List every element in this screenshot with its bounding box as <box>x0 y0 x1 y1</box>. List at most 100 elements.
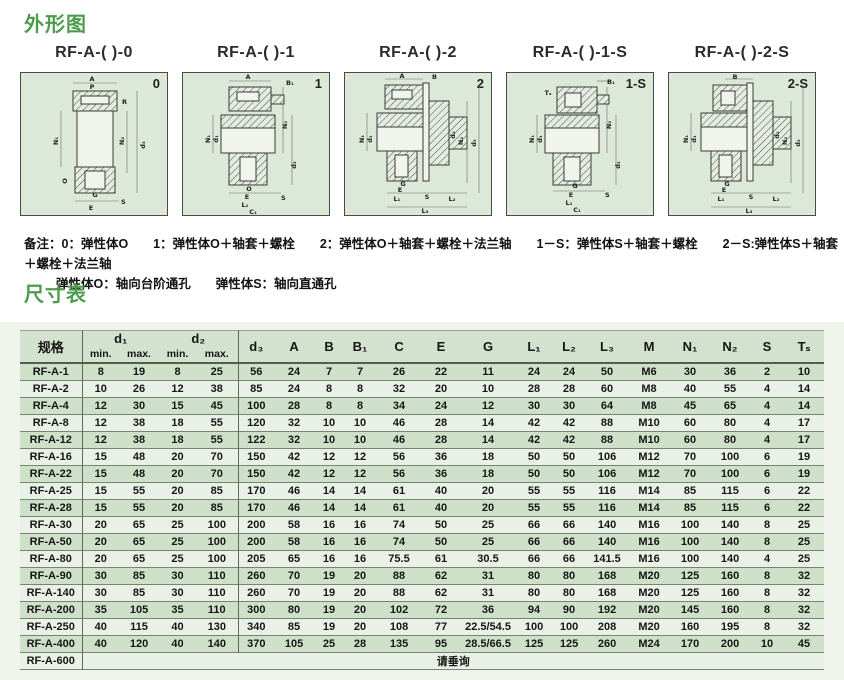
inquire-cell: 请垂询 <box>436 656 470 668</box>
table-cell: 16 <box>353 519 367 531</box>
table-cell: 25 <box>481 536 495 548</box>
table-cell: 10 <box>353 434 367 446</box>
svg-text:N₂: N₂ <box>605 121 613 129</box>
table-cell: 15 <box>171 400 184 412</box>
table-cell: 45 <box>797 638 811 650</box>
table-cell: M6 <box>641 366 657 378</box>
diagram-corner-label: 1 <box>314 76 322 91</box>
svg-text:d₁: d₁ <box>212 135 220 143</box>
table-cell: 55 <box>562 485 576 497</box>
table-cell: 100 <box>237 397 275 415</box>
table-cell: M20 <box>638 587 660 599</box>
table-cell: 141.5 <box>593 553 621 565</box>
table-cell: 25 <box>322 638 336 650</box>
table-cell: 140 <box>597 519 617 531</box>
table-cell: 60 <box>683 417 697 429</box>
table-cell: 16 <box>322 536 336 548</box>
table-cell: 100 <box>207 553 226 565</box>
svg-text:L₂: L₂ <box>773 195 780 203</box>
table-cell: 20 <box>353 570 367 582</box>
table-cell: 100 <box>680 536 700 548</box>
table-cell: 170 <box>680 638 700 650</box>
table-cell: 50 <box>562 468 576 480</box>
table-cell: 4 <box>763 400 771 412</box>
svg-text:G: G <box>572 182 577 190</box>
table-row: RF-A-80 20 65 25 100 205 65 16 16 75.5 61 30.5 66 66 1… <box>20 550 825 568</box>
table-cell: 20 <box>94 536 107 548</box>
svg-text:E: E <box>569 191 573 199</box>
table-cell: 30 <box>132 400 146 412</box>
table-cell: 22 <box>434 366 448 378</box>
table-cell: 12 <box>322 468 336 480</box>
table-cell: 66 <box>527 519 541 531</box>
diagram-drawing-box: 1 A B₁ N₁ d₁ <box>182 72 330 216</box>
header-col: B₁ <box>352 339 368 354</box>
table-cell: 8 <box>325 400 333 412</box>
svg-text:L₃: L₃ <box>746 207 753 215</box>
table-cell: 32 <box>392 383 406 395</box>
table-cell: 2 <box>763 366 771 378</box>
dimension-table-title: 尺寸表 <box>24 284 87 306</box>
table-cell: 160 <box>720 570 740 582</box>
table-cell: 20 <box>353 621 367 633</box>
table-cell: 8 <box>97 366 104 378</box>
table-cell: M12 <box>638 451 660 463</box>
table-cell: 28 <box>287 400 301 412</box>
table-cell: 205 <box>237 550 275 568</box>
table-cell: 108 <box>389 621 409 633</box>
table-cell: 38 <box>210 383 223 395</box>
table-cell: 75.5 <box>388 553 410 565</box>
table-cell: 24 <box>562 366 576 378</box>
table-cell: 116 <box>598 485 616 497</box>
table-cell: 8 <box>325 383 333 395</box>
svg-text:B₁: B₁ <box>286 79 294 87</box>
coupling-cross-section-drawing: A B N₁ d₁ d₂ N₂ d₃ G E L₁ S L₂ L₃ <box>358 73 480 215</box>
table-cell: 25 <box>481 519 495 531</box>
table-cell: 66 <box>562 519 576 531</box>
table-cell: M16 <box>638 519 660 531</box>
table-cell: 55 <box>562 502 576 514</box>
table-cell: M16 <box>638 553 660 565</box>
table-cell: 40 <box>434 502 448 514</box>
svg-text:S: S <box>749 193 754 201</box>
table-cell: 40 <box>434 485 448 497</box>
table-cell: 18 <box>171 434 184 446</box>
table-cell: 55 <box>132 502 146 514</box>
svg-text:N₁: N₁ <box>528 135 536 143</box>
table-cell: 36 <box>434 451 448 463</box>
svg-text:N₁: N₁ <box>52 137 60 145</box>
table-cell: 18 <box>171 417 184 429</box>
table-cell: 15 <box>94 485 107 497</box>
table-cell: 160 <box>720 587 740 599</box>
table-cell: 40 <box>94 638 107 650</box>
table-cell: 12 <box>94 400 107 412</box>
dimension-table: 规格 d₁ d₂ d₃ A B B₁ C E G L₁ L₂ L₃ M N₁ N… <box>20 330 825 670</box>
table-cell: M14 <box>638 502 660 514</box>
table-cell: 18 <box>481 468 495 480</box>
table-cell: 8 <box>763 604 771 616</box>
table-row: RF-A-600 请垂询 <box>20 652 825 670</box>
table-cell: 140 <box>597 536 617 548</box>
table-cell: 42 <box>527 417 541 429</box>
table-cell: 20 <box>481 502 495 514</box>
table-cell: 15 <box>94 468 107 480</box>
table-cell: 65 <box>132 519 146 531</box>
table-cell: 25 <box>171 553 184 565</box>
table-cell: 77 <box>434 621 448 633</box>
table-cell: 48 <box>132 468 146 480</box>
table-cell: 66 <box>562 536 576 548</box>
svg-text:N₁: N₁ <box>682 135 690 143</box>
table-cell: M20 <box>638 604 660 616</box>
table-row: RF-A-90 30 85 30 110 260 70 19 20 88 62 31 80 80 168 M2… <box>20 567 825 585</box>
table-cell: 100 <box>720 451 740 463</box>
header-col: Tₛ <box>797 338 811 354</box>
table-cell: 64 <box>600 400 614 412</box>
table-cell: 30 <box>683 366 697 378</box>
table-cell: 55 <box>723 383 737 395</box>
table-cell: 46 <box>287 485 301 497</box>
svg-text:d₂: d₂ <box>449 131 457 139</box>
svg-text:E: E <box>245 193 249 201</box>
remarks-line-1: 备注：0：弹性体O 1：弹性体O＋轴套＋螺栓 2：弹性体O＋轴套＋螺栓＋法兰轴 … <box>24 237 838 271</box>
table-cell: M20 <box>638 570 660 582</box>
diagram-corner-label: 2 <box>476 76 484 91</box>
